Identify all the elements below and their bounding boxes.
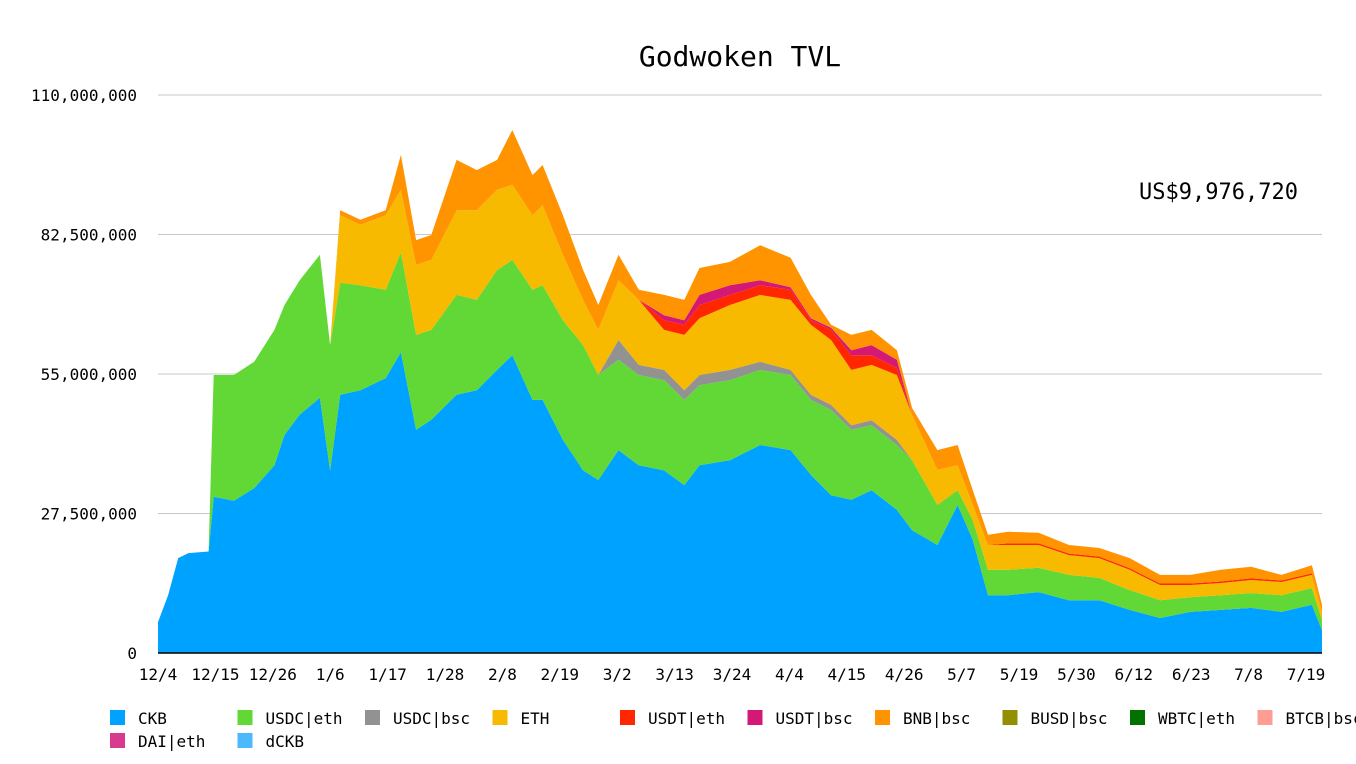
legend-label: USDC|eth <box>266 709 343 728</box>
y-tick-label: 82,500,000 <box>41 226 137 245</box>
legend-label: dCKB <box>266 732 305 751</box>
area-eth <box>158 184 1322 623</box>
legend-label: BTCB|bsc <box>1286 709 1356 728</box>
legend-swatch <box>1130 710 1145 725</box>
legend-swatch <box>237 710 253 725</box>
stacked-areas <box>158 130 1322 653</box>
chart-title: Godwoken TVL <box>639 40 841 73</box>
x-tick-label: 7/19 <box>1287 665 1326 684</box>
legend-item: BTCB|bsc <box>1257 709 1356 728</box>
legend-label: BNB|bsc <box>903 709 970 728</box>
area-bnb-bsc <box>158 130 1322 623</box>
x-tick-label: 4/26 <box>885 665 924 684</box>
legend-label: BUSD|bsc <box>1031 709 1108 728</box>
x-tick-label: 2/8 <box>488 665 517 684</box>
legend-swatch <box>747 710 763 725</box>
legend-item: BUSD|bsc <box>1002 709 1108 728</box>
legend-swatch <box>1002 710 1018 725</box>
legend-label: USDT|eth <box>648 709 725 728</box>
x-tick-label: 7/8 <box>1234 665 1263 684</box>
x-axis-labels: 12/4 12/15 12/26 1/6 1/17 1/28 2/8 2/19 3/2 3/13 3… <box>139 665 1326 684</box>
legend-item: USDC|eth <box>237 709 343 728</box>
legend-swatch <box>1257 710 1273 725</box>
x-tick-label: 1/17 <box>368 665 407 684</box>
x-tick-label: 2/19 <box>541 665 580 684</box>
x-tick-label: 6/12 <box>1115 665 1154 684</box>
legend-item: USDT|eth <box>620 709 725 728</box>
legend-item: BNB|bsc <box>875 709 970 728</box>
legend-label: WBTC|eth <box>1158 709 1235 728</box>
legend-swatch <box>110 733 125 748</box>
legend-label: DAI|eth <box>138 732 205 751</box>
legend-item: dCKB <box>237 732 305 751</box>
x-tick-label: 4/4 <box>775 665 804 684</box>
legend-item: CKB <box>110 709 167 728</box>
area-usdc-eth <box>158 252 1322 631</box>
x-tick-label: 12/15 <box>191 665 239 684</box>
legend-item: WBTC|eth <box>1130 709 1235 728</box>
current-tvl-annotation: US$9,976,720 <box>1139 180 1298 205</box>
legend-item: ETH <box>492 709 550 728</box>
x-tick-label: 3/2 <box>603 665 632 684</box>
legend-label: CKB <box>138 709 167 728</box>
x-tick-label: 3/13 <box>655 665 694 684</box>
x-tick-label: 12/26 <box>249 665 297 684</box>
y-tick-label: 27,500,000 <box>41 505 137 524</box>
legend-label: USDT|bsc <box>776 709 853 728</box>
x-tick-label: 4/15 <box>828 665 867 684</box>
legend-swatch <box>492 710 508 725</box>
legend-item: DAI|eth <box>110 732 205 751</box>
x-tick-label: 12/4 <box>139 665 178 684</box>
x-tick-label: 1/6 <box>316 665 345 684</box>
legend-swatch <box>237 733 253 748</box>
legend-item: USDC|bsc <box>365 709 470 728</box>
y-tick-label: 0 <box>127 644 137 663</box>
y-tick-label: 55,000,000 <box>41 365 137 384</box>
legend-swatch <box>875 710 890 725</box>
legend: CKB USDC|eth USDC|bsc ETH USDT|eth USDT|bsc BN… <box>110 709 1356 751</box>
area-ckb <box>158 352 1322 653</box>
x-tick-label: 5/30 <box>1057 665 1096 684</box>
x-tick-label: 5/7 <box>947 665 976 684</box>
x-tick-label: 5/19 <box>1000 665 1039 684</box>
legend-swatch <box>110 710 125 725</box>
legend-label: USDC|bsc <box>393 709 470 728</box>
y-axis-labels: 0 27,500,000 55,000,000 82,500,000 110,000,0… <box>31 86 137 663</box>
legend-swatch <box>365 710 380 725</box>
legend-item: USDT|bsc <box>747 709 853 728</box>
legend-swatch <box>620 710 635 725</box>
y-tick-label: 110,000,000 <box>31 86 137 105</box>
x-tick-label: 3/24 <box>713 665 752 684</box>
legend-label: ETH <box>521 709 550 728</box>
x-tick-label: 1/28 <box>426 665 465 684</box>
x-tick-label: 6/23 <box>1172 665 1211 684</box>
